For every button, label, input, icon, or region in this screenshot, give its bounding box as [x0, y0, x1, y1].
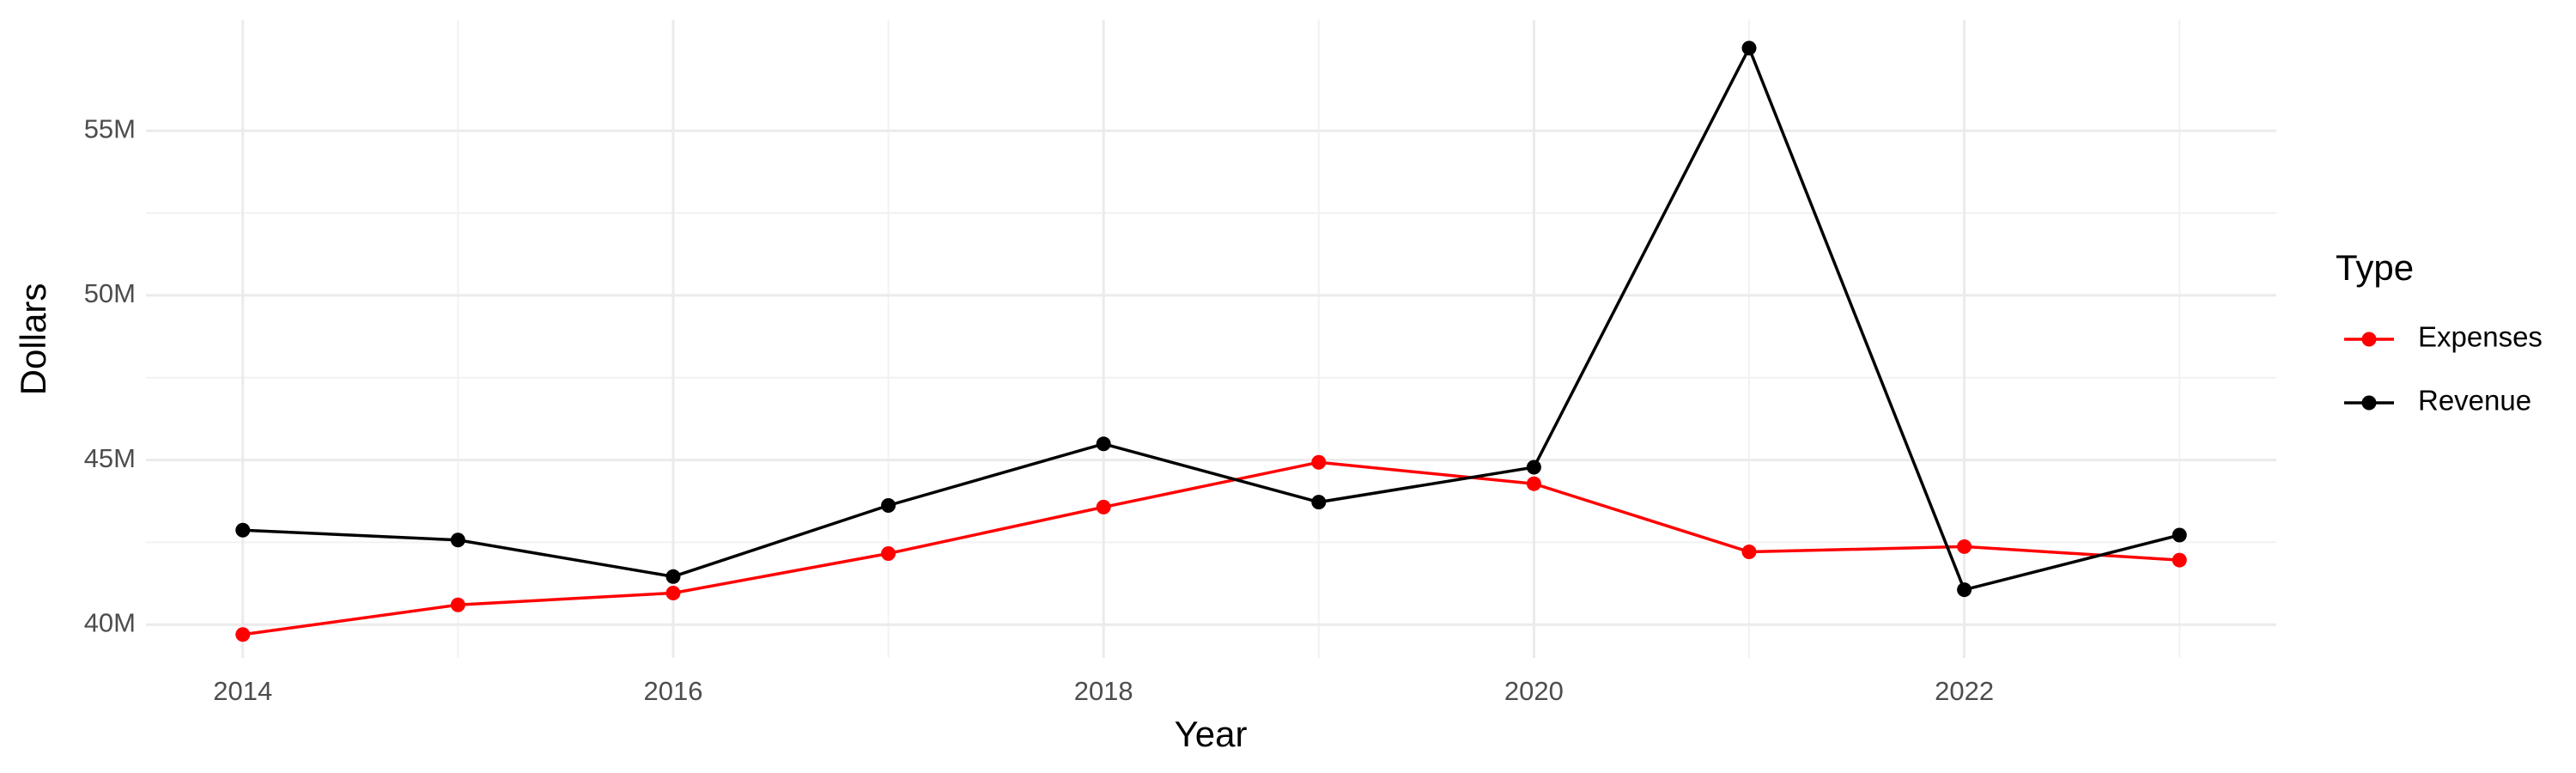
data-point: [2172, 527, 2187, 543]
data-point: [881, 497, 896, 513]
legend-point: [2361, 395, 2377, 411]
y-axis-title: Dollars: [13, 283, 53, 396]
x-tick-label: 2018: [1074, 676, 1133, 706]
legend-title: Type: [2336, 247, 2414, 288]
grid: [146, 20, 2276, 658]
data-point: [1526, 476, 1541, 491]
data-point: [1096, 436, 1111, 452]
y-tick-label: 45M: [84, 443, 136, 473]
data-point: [450, 533, 465, 548]
legend-label: Expenses: [2418, 321, 2543, 353]
data-point: [665, 585, 681, 600]
data-point: [2172, 552, 2187, 568]
data-point: [1957, 539, 1972, 554]
series-line: [242, 460, 2180, 636]
data-point: [235, 522, 251, 538]
data-point: [1741, 545, 1757, 560]
x-axis-title: Year: [1175, 714, 1248, 754]
x-tick-label: 2020: [1504, 676, 1564, 706]
data-point: [1957, 582, 1972, 598]
data-point: [235, 627, 251, 642]
data-point: [1311, 454, 1327, 470]
data-point: [1311, 495, 1327, 510]
data-point: [1526, 460, 1541, 475]
x-tick-label: 2022: [1935, 676, 1994, 706]
x-tick-label: 2016: [644, 676, 703, 706]
legend-label: Revenue: [2418, 385, 2531, 417]
series-line: [242, 44, 2180, 592]
x-tick-label: 2014: [213, 676, 272, 706]
legend-point: [2361, 332, 2377, 347]
y-tick-label: 50M: [84, 278, 136, 308]
data-point: [881, 545, 896, 561]
data-point: [1741, 40, 1757, 56]
data-point: [1096, 499, 1111, 514]
data-point: [450, 597, 465, 612]
y-tick-label: 55M: [84, 113, 136, 143]
y-tick-label: 40M: [84, 607, 136, 637]
data-point: [665, 569, 681, 584]
